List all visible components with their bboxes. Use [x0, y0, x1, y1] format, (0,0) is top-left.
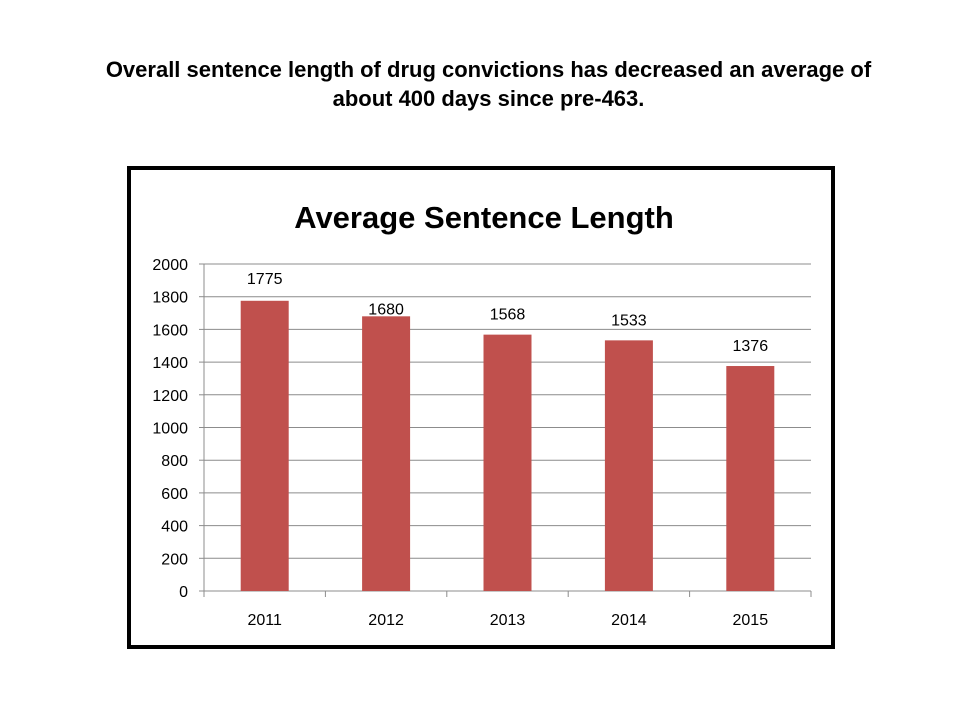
bar-2013 — [483, 334, 532, 591]
x-tick-label: 2013 — [490, 612, 526, 629]
y-tick-label: 1000 — [152, 421, 188, 438]
x-tick-label: 2012 — [368, 612, 404, 629]
data-labels: 1775 1680 1568 1533 1376 — [247, 271, 768, 355]
x-tick-label: 2014 — [611, 612, 647, 629]
data-label: 1376 — [733, 338, 769, 355]
y-tick-label: 1600 — [152, 322, 188, 339]
data-label: 1680 — [368, 301, 404, 318]
bars — [240, 300, 775, 591]
y-axis-ticks: 0 200 400 600 800 1000 1200 1400 1600 1800 2000 — [152, 257, 188, 601]
y-tick-label: 1200 — [152, 388, 188, 405]
x-axis-ticks: 2011 2012 2013 2014 2015 — [247, 612, 768, 629]
chart-frame: Average Sentence Length 0 200 400 600 800 100… — [127, 166, 835, 649]
y-tick-label: 0 — [179, 584, 188, 601]
y-tick-label: 1800 — [152, 290, 188, 307]
slide-title-line-1: Overall sentence length of drug convicti… — [105, 57, 872, 82]
y-tick-label: 1400 — [152, 355, 188, 372]
y-tick-label: 800 — [161, 453, 188, 470]
slide-title: Overall sentence length of drug convicti… — [40, 55, 937, 113]
data-label: 1533 — [611, 312, 647, 329]
bar-2012 — [362, 316, 411, 591]
data-label: 1775 — [247, 271, 283, 288]
chart-title: Average Sentence Length — [294, 200, 674, 235]
y-tick-label: 2000 — [152, 257, 188, 274]
bar-2011 — [240, 300, 289, 591]
y-tick-label: 200 — [161, 551, 188, 568]
bar-2015 — [726, 366, 775, 591]
bar-2014 — [604, 340, 653, 591]
y-tick-label: 400 — [161, 519, 188, 536]
x-tick-label: 2015 — [733, 612, 769, 629]
slide-title-line-2: about 400 days since pre-463. — [332, 86, 645, 111]
x-tick-label: 2011 — [247, 612, 282, 629]
y-tick-label: 600 — [161, 486, 188, 503]
data-label: 1568 — [490, 307, 526, 324]
bar-chart: Average Sentence Length 0 200 400 600 800 100… — [152, 200, 812, 629]
